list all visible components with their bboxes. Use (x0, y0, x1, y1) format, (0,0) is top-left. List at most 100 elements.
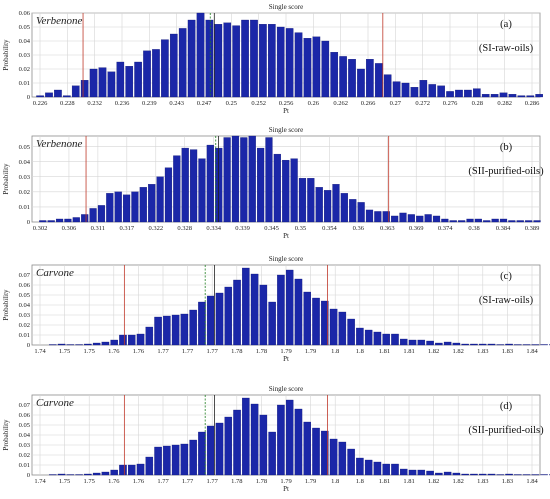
histogram-bar (426, 340, 434, 346)
x-tick-label: 0.252 (251, 100, 266, 107)
histogram-bar (259, 414, 268, 476)
histogram-bar (499, 218, 508, 223)
compound-name: Carvone (36, 397, 74, 409)
histogram-bar (152, 49, 160, 98)
histogram-bar (128, 464, 136, 476)
histogram-bar (101, 471, 110, 476)
histogram-bar (540, 344, 548, 346)
histogram-bar (383, 74, 392, 98)
y-tick-label: 0.04 (19, 38, 31, 45)
x-tick-label: 0.384 (496, 225, 511, 232)
x-tick-label: 1.77 (182, 478, 194, 485)
x-tick-label: 0.363 (380, 225, 395, 232)
histogram-bar (206, 295, 215, 346)
condition-label: (SI-raw-oils) (479, 43, 534, 54)
histogram-bar (400, 338, 408, 346)
histogram-bar (508, 220, 516, 223)
histogram-bar (514, 474, 522, 476)
histogram-bar (540, 474, 548, 476)
histogram-bar (505, 343, 513, 346)
y-tick-label: 0.04 (19, 432, 31, 439)
histogram-bar (347, 318, 355, 346)
x-tick-label: 0.226 (33, 100, 48, 107)
histogram-bar (312, 297, 320, 346)
x-tick-label: 0.266 (361, 100, 376, 107)
x-tick-label: 1.74 (34, 478, 46, 485)
panel-label: (c) (500, 271, 512, 282)
histogram-bar (139, 187, 147, 223)
y-tick-label: 0.05 (19, 292, 30, 299)
histogram-bar (276, 26, 285, 98)
histogram-bar (508, 94, 517, 98)
histogram-bar (198, 431, 206, 476)
histogram-bar (134, 61, 142, 98)
histogram-bar (214, 24, 223, 98)
x-tick-label: 1.76 (133, 348, 145, 355)
histogram-bar (164, 167, 173, 223)
histogram-bar (224, 416, 233, 476)
histogram-bar (357, 202, 365, 223)
x-tick-label: 1.79 (305, 478, 316, 485)
y-tick-label: 0 (27, 219, 30, 226)
x-tick-label: 0.232 (87, 100, 102, 107)
histogram-bar (241, 19, 249, 98)
x-axis-label: Pt (283, 107, 289, 115)
histogram-bar (198, 158, 206, 223)
histogram-bar (472, 88, 481, 98)
histogram-bar (307, 178, 315, 223)
histogram-bar (499, 92, 508, 98)
x-tick-label: 1.82 (428, 348, 439, 355)
x-tick-label: 0.262 (333, 100, 348, 107)
chart-title: Single score (269, 3, 303, 11)
histogram-bar (171, 314, 180, 346)
x-tick-label: 1.83 (502, 348, 513, 355)
histogram-bar (382, 463, 390, 476)
chart-panel-c: Single score 0 0.01 0.02 0.03 0.04 0.05 0.06 0.0… (2, 255, 550, 363)
x-tick-label: 0.339 (235, 225, 250, 232)
histogram-bar (223, 137, 231, 223)
histogram-bar (57, 343, 66, 346)
histogram-bar (419, 80, 428, 98)
histogram-bar (483, 220, 491, 223)
histogram-bar (231, 135, 240, 223)
histogram-bar (321, 300, 329, 346)
histogram-bar (461, 343, 469, 346)
histogram-bar (64, 218, 72, 223)
histogram-bar (408, 469, 417, 476)
histogram-bar (282, 159, 290, 223)
histogram-bar (163, 315, 171, 346)
y-tick-label: 0.03 (19, 442, 30, 449)
histogram-bar (391, 333, 399, 346)
histogram-bar (428, 84, 437, 98)
histogram-bar (47, 220, 55, 223)
histogram-bar (294, 408, 303, 476)
histogram-bar (452, 342, 461, 346)
histogram-bar (148, 184, 156, 223)
histogram-bar (75, 344, 83, 346)
histogram-bar (426, 470, 434, 476)
histogram-bar (321, 430, 329, 476)
histogram-bar (324, 190, 332, 223)
histogram-bar (54, 89, 62, 98)
histogram-bar (259, 284, 268, 346)
histogram-bar (356, 457, 364, 476)
x-tick-label: 0.243 (169, 100, 184, 107)
histogram-bar (374, 63, 383, 98)
y-tick-label: 0.03 (19, 52, 30, 59)
histogram-bar (232, 25, 240, 98)
histogram-bar (435, 472, 443, 476)
histogram-bar (277, 274, 285, 346)
histogram-bar (452, 472, 461, 476)
x-tick-label: 0.328 (177, 225, 192, 232)
y-tick-label: 0.02 (19, 322, 30, 329)
histogram-bar (114, 191, 122, 223)
x-tick-label: 0.345 (264, 225, 279, 232)
histogram-bar (45, 92, 53, 98)
x-tick-label: 1.83 (477, 478, 488, 485)
histogram-bar (178, 28, 187, 98)
x-tick-label: 0.272 (415, 100, 430, 107)
histogram-bar (156, 176, 164, 223)
histogram-bar (373, 331, 382, 346)
x-tick-label: 0.256 (279, 100, 294, 107)
x-tick-label: 1.78 (256, 478, 267, 485)
